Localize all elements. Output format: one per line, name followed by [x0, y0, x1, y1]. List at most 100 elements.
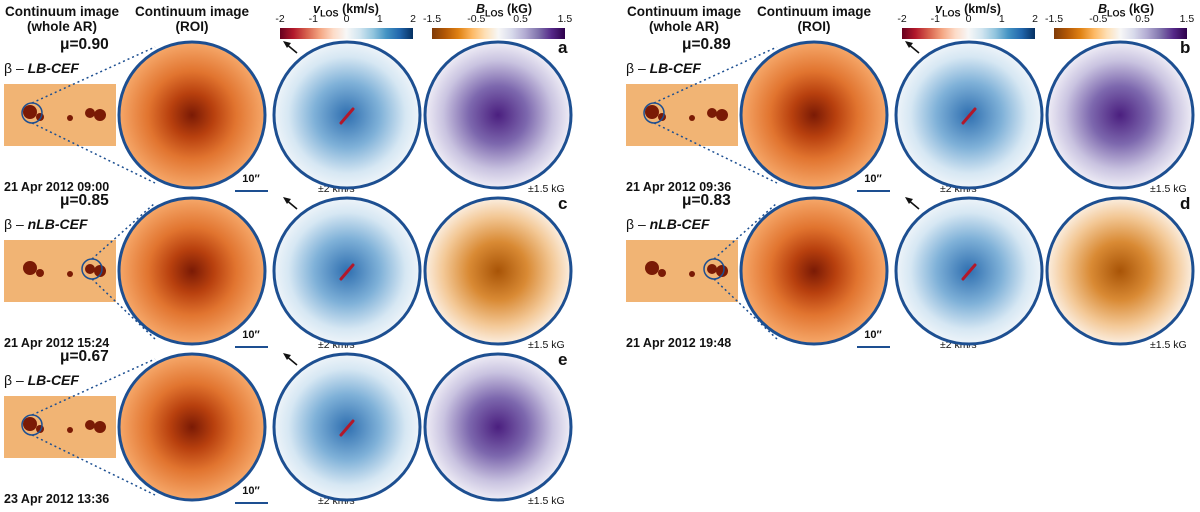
- sunspot: [716, 109, 728, 121]
- scale-bar-line: [857, 190, 890, 192]
- panel-letter: d: [1180, 194, 1191, 213]
- date-label: 21 Apr 2012 15:24: [4, 336, 110, 350]
- blos-title-main: B: [475, 2, 486, 16]
- roi-marker: [21, 414, 43, 436]
- class-name: LB-CEF: [27, 60, 79, 76]
- mu-label: μ=0.89: [682, 36, 731, 53]
- field-range-label: ±1.5 kG: [528, 183, 565, 195]
- class-label: β – LB-CEF: [626, 60, 701, 76]
- sunspot: [23, 105, 37, 119]
- scale-bar-line: [235, 502, 268, 504]
- blos-title-unit: (kG): [1129, 2, 1155, 16]
- orientation-arrowhead-icon: [283, 353, 291, 360]
- sunspot: [658, 269, 666, 277]
- scale-bar-line: [235, 346, 268, 348]
- orientation-arrowhead-icon: [905, 197, 913, 204]
- vlos-tick-label: 0: [965, 13, 972, 25]
- continuum-roi-circle: [117, 40, 267, 190]
- sunspot: [23, 417, 37, 431]
- orientation-arrowhead-icon: [905, 41, 913, 48]
- whole-ar-header-line1: Continuum image: [627, 4, 741, 19]
- sunspot: [645, 105, 659, 119]
- panel-graphics: [4, 196, 573, 346]
- red-shift-feature: [339, 107, 355, 125]
- class-label: β – LB-CEF: [4, 372, 79, 388]
- blos-colorbar: [432, 28, 565, 39]
- sunspot: [67, 115, 73, 121]
- panel-letter: e: [558, 350, 568, 369]
- vlos-tick-label: 1: [376, 13, 383, 25]
- vlos-tick-label: 2: [410, 13, 416, 25]
- blos-tick-label: 0.5: [1135, 13, 1150, 25]
- vlos-colorbar-title: vLOS (km/s): [894, 2, 1042, 19]
- continuum-roi-circle: [117, 196, 267, 346]
- blos-title-sub: LOS: [1107, 8, 1126, 19]
- mu-label: μ=0.67: [60, 348, 109, 365]
- whole-ar-header: Continuum image (whole AR): [0, 4, 124, 34]
- sunspot: [23, 261, 37, 275]
- roi-marker: [21, 102, 43, 124]
- sunspot: [36, 269, 44, 277]
- continuum-roi-circle: [739, 40, 889, 190]
- field-range-label: ±1.5 kG: [1150, 339, 1187, 351]
- red-shift-feature: [339, 419, 355, 437]
- scale-bar-label: 10″: [242, 329, 260, 341]
- mu-label: μ=0.85: [60, 192, 109, 209]
- red-shift-feature: [961, 107, 977, 125]
- class-prefix: β –: [626, 216, 650, 232]
- blos-colorbar-title: BLOS (kG): [1052, 2, 1200, 19]
- blos-tick-label: 0.5: [513, 13, 528, 25]
- sunspot: [645, 261, 659, 275]
- class-label: β – nLB-CEF: [4, 216, 88, 232]
- class-label: β – LB-CEF: [4, 60, 79, 76]
- roi-header-line1: Continuum image: [757, 4, 871, 19]
- scale-bar-line: [857, 346, 890, 348]
- blos-map-circle: [423, 352, 573, 502]
- whole-ar-header-line1: Continuum image: [5, 4, 119, 19]
- class-name: nLB-CEF: [27, 216, 88, 232]
- sunspot: [85, 264, 95, 274]
- whole-ar-header-line2: (whole AR): [27, 19, 97, 34]
- panel-graphics: [626, 40, 1195, 190]
- vlos-title-unit: (km/s): [964, 2, 1001, 16]
- orientation-arrowhead-icon: [283, 197, 291, 204]
- blos-title-main: B: [1097, 2, 1108, 16]
- vlos-tick-label: 2: [1032, 13, 1038, 25]
- date-label: 21 Apr 2012 09:00: [4, 180, 110, 194]
- zoom-connector-line: [91, 202, 156, 260]
- vlos-tick-label: 1: [998, 13, 1005, 25]
- roi-header-line2: (ROI): [175, 19, 209, 34]
- blos-tick-label: -1.5: [1044, 13, 1064, 25]
- zoom-connector-line: [713, 202, 778, 260]
- blos-tick-label: -0.5: [467, 13, 486, 25]
- whole-ar-header: Continuum image (whole AR): [622, 4, 746, 34]
- sunspot: [94, 421, 106, 433]
- class-prefix: β –: [4, 60, 28, 76]
- roi-marker: [643, 102, 665, 124]
- blos-colorbar: [1054, 28, 1187, 39]
- vlos-title-unit: (km/s): [342, 2, 379, 16]
- vlos-tick-label: 0: [343, 13, 350, 25]
- mu-label: μ=0.83: [682, 192, 731, 209]
- class-label: β – nLB-CEF: [626, 216, 710, 232]
- sunspot: [689, 115, 695, 121]
- vlos-tick-label: -1: [930, 13, 940, 25]
- blos-colorbar-title: BLOS (kG): [430, 2, 578, 19]
- vlos-title-sub: LOS: [942, 8, 961, 19]
- panel-letter: c: [558, 194, 568, 213]
- panel-graphics: [4, 40, 573, 190]
- roi-header-line2: (ROI): [797, 19, 831, 34]
- whole-ar-header-line2: (whole AR): [649, 19, 719, 34]
- roi-header-line1: Continuum image: [135, 4, 249, 19]
- blos-title-unit: (kG): [507, 2, 533, 16]
- panel-letter: b: [1180, 38, 1191, 57]
- scale-bar-label: 10″: [242, 485, 260, 497]
- continuum-roi-circle: [117, 352, 267, 502]
- sunspot: [67, 271, 73, 277]
- blos-map-circle: [423, 40, 573, 190]
- blos-title-sub: LOS: [485, 8, 504, 19]
- sunspot: [85, 420, 95, 430]
- sunspot: [94, 109, 106, 121]
- class-prefix: β –: [4, 372, 28, 388]
- field-range-label: ±1.5 kG: [528, 495, 565, 507]
